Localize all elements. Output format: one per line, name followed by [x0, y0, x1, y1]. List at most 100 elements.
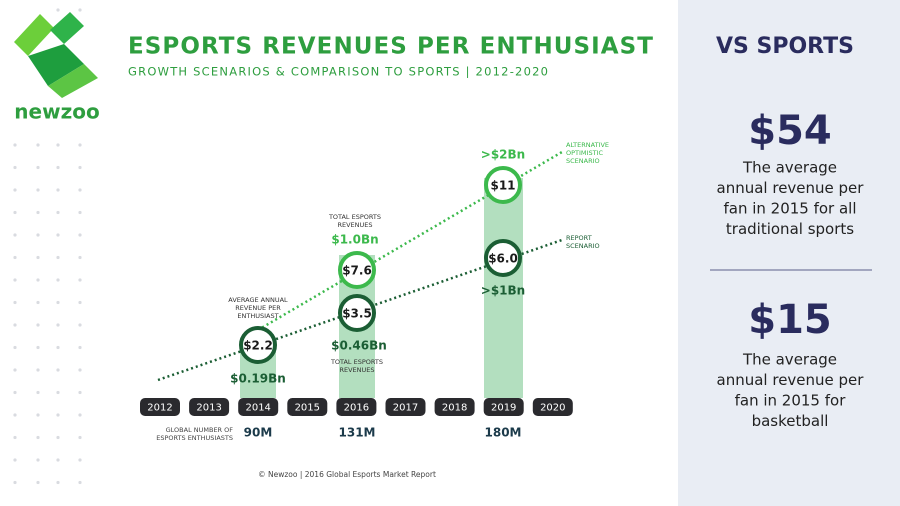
sidebar-text: annual revenue per	[717, 371, 865, 389]
dot	[13, 368, 17, 372]
year-label: 2014	[245, 403, 270, 414]
footer: © Newzoo | 2016 Global Esports Market Re…	[258, 470, 436, 479]
dot	[78, 345, 82, 350]
sidebar-bg	[678, 0, 900, 506]
sidebar-value: $54	[748, 108, 832, 154]
scenario-label: SCENARIO	[566, 242, 600, 250]
note: TOTAL ESPORTS	[328, 213, 381, 221]
year-pill	[483, 398, 524, 416]
dot	[13, 278, 17, 282]
per-fan-value: $3.5	[342, 307, 372, 321]
year-pill	[189, 398, 230, 416]
dot	[13, 300, 17, 305]
dot	[36, 368, 40, 372]
scenario-label: REPORT	[566, 234, 592, 242]
sidebar-text: fan in 2015 for all	[723, 200, 856, 218]
dot	[36, 278, 40, 282]
dot	[13, 323, 17, 327]
dot	[56, 165, 60, 170]
sidebar-text: traditional sports	[726, 220, 854, 238]
dot	[78, 188, 82, 192]
year-label: 2019	[491, 403, 516, 414]
year-label: 2015	[295, 403, 320, 414]
revenue: $0.46Bn	[331, 339, 387, 353]
per-fan-value: $2.2	[243, 339, 273, 353]
year-label: 2020	[540, 403, 565, 414]
dot	[13, 255, 17, 260]
bar	[484, 178, 523, 398]
value-circle	[239, 326, 277, 364]
dot	[36, 413, 40, 417]
dot	[13, 435, 17, 440]
note: AVERAGE ANNUAL	[228, 296, 288, 304]
dot	[36, 323, 40, 327]
dot	[78, 8, 82, 12]
value-circle	[338, 294, 376, 332]
revenue: >$1Bn	[481, 284, 525, 298]
note: TOTAL ESPORTS	[330, 358, 383, 366]
dot	[78, 480, 82, 485]
per-fan-value: $6.0	[488, 252, 518, 266]
dot	[13, 390, 17, 395]
year-pill	[434, 398, 475, 416]
per-fan-value: $7.6	[342, 264, 372, 278]
dot	[78, 278, 82, 282]
dot	[13, 345, 17, 350]
dot	[56, 435, 60, 440]
title: ESPORTS REVENUES PER ENTHUSIAST	[128, 34, 653, 60]
year-pill	[287, 398, 328, 416]
sidebar-title: VS SPORTS	[716, 34, 854, 59]
dot	[78, 143, 82, 147]
dot	[78, 323, 82, 327]
dot	[56, 368, 60, 372]
dot	[13, 233, 17, 237]
dot	[13, 480, 17, 485]
dot	[56, 300, 60, 305]
dot	[78, 210, 82, 215]
note: ENTHUSIAST	[237, 312, 278, 320]
dot	[56, 188, 60, 192]
scenario-label: ALTERNATIVE	[566, 141, 609, 149]
dot	[36, 188, 40, 192]
year-label: 2016	[344, 403, 369, 414]
year-label: 2012	[147, 403, 172, 414]
dot	[56, 143, 60, 147]
dot	[36, 345, 40, 350]
dot	[36, 390, 40, 395]
sidebar-value: $15	[748, 297, 832, 343]
value-circle	[484, 166, 522, 204]
dot	[78, 233, 82, 237]
enthusiasts-value: 90M	[244, 426, 273, 440]
dot	[36, 233, 40, 237]
dot	[13, 458, 17, 462]
year-label: 2018	[442, 403, 467, 414]
dot	[56, 255, 60, 260]
dot	[78, 413, 82, 417]
scenario-label: SCENARIO	[566, 157, 600, 165]
dot	[56, 278, 60, 282]
year-pill	[238, 398, 279, 416]
revenue: $1.0Bn	[331, 233, 378, 247]
enthusiasts-label: ESPORTS ENTHUSIASTS	[156, 434, 233, 442]
dot	[36, 300, 40, 305]
dot	[78, 390, 82, 395]
year-pill	[385, 398, 426, 416]
dot	[56, 323, 60, 327]
note: REVENUE PER	[235, 304, 281, 312]
dot	[78, 255, 82, 260]
dot	[56, 413, 60, 417]
enthusiasts-value: 180M	[485, 426, 522, 440]
dot	[78, 300, 82, 305]
dot	[78, 165, 82, 170]
dot	[56, 345, 60, 350]
dot	[36, 255, 40, 260]
enthusiasts-label: GLOBAL NUMBER OF	[166, 426, 234, 434]
dot	[78, 458, 82, 462]
dot	[13, 143, 17, 147]
sidebar-text: fan in 2015 for	[735, 392, 847, 410]
revenue: $0.19Bn	[230, 372, 286, 386]
note: REVENUES	[339, 366, 374, 374]
dot	[13, 210, 17, 215]
